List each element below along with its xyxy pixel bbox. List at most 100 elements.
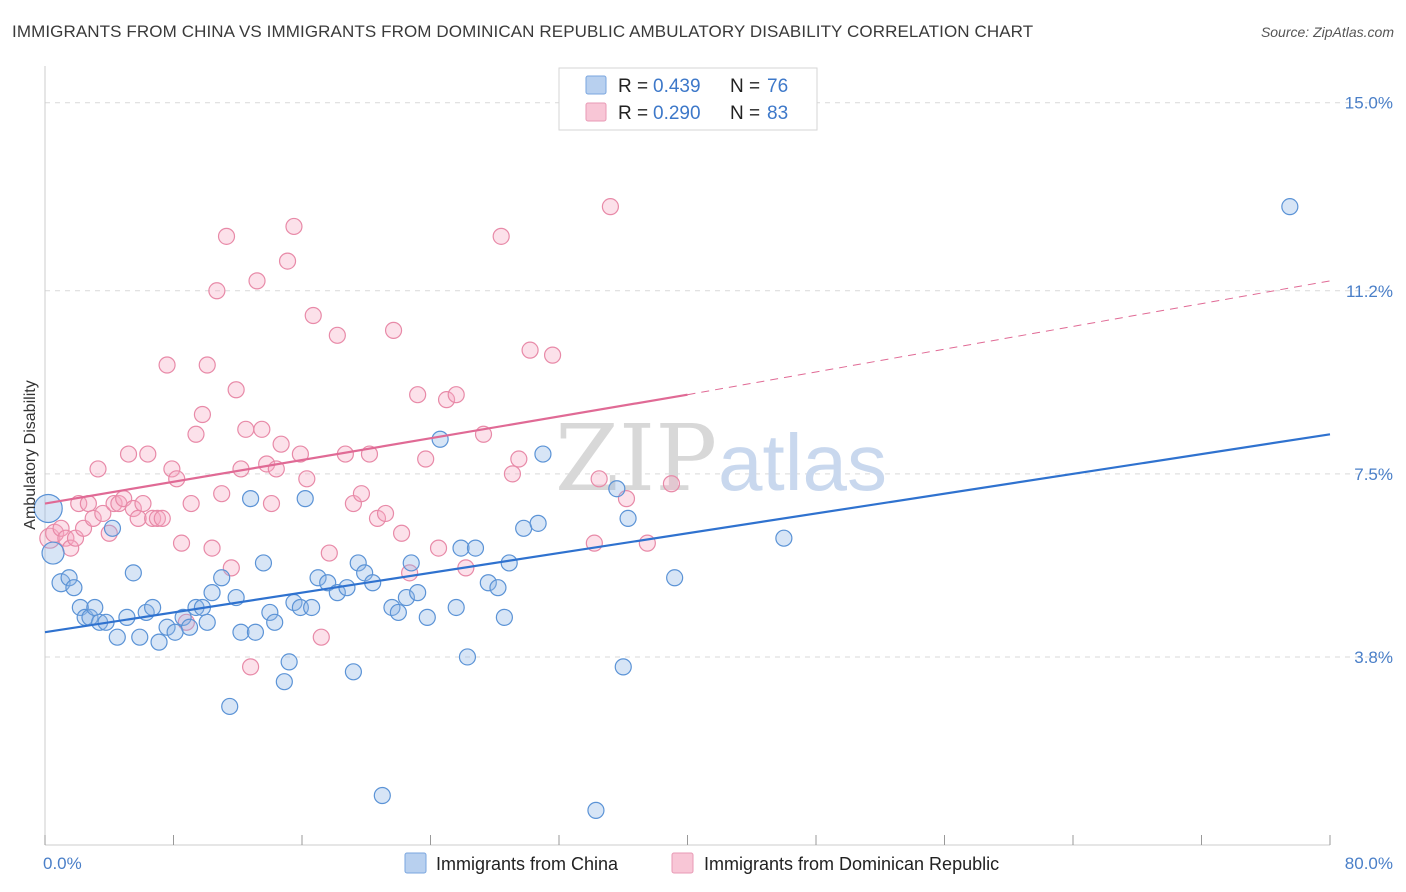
dominican-point [129,509,147,528]
dominican-point [187,425,205,443]
china-point [466,539,485,557]
china-point [409,584,427,602]
china-point [213,569,231,587]
china-point [41,541,65,565]
legend: R = 0.439 N = 76 R = 0.290 N = 83 [558,67,818,131]
dominican-point [57,529,75,547]
trend-lines [44,280,1331,634]
bottom-legend: Immigrants from China Immigrants from Do… [404,852,999,874]
china-point [666,569,684,587]
y-tick-labels: 3.8% 7.5% 11.2% 15.0% [1345,94,1393,667]
china-point [150,633,168,651]
china-point [389,603,407,622]
y-tick-label-2: 11.2% [1346,282,1393,301]
chart-title: IMMIGRANTS FROM CHINA VS IMMIGRANTS FROM… [12,22,1034,41]
china-point [614,658,632,676]
dominican-point [521,341,539,359]
dominican-point [417,450,435,468]
x-tick-label-min: 0.0% [43,854,82,873]
series-dominican-points [39,198,681,676]
china-point [534,445,552,463]
china-point [619,509,637,528]
dominican-point [272,435,290,453]
legend-n-label-dominican: N = [730,103,760,124]
dominican-point [94,504,112,523]
dominican-point [203,539,221,557]
y-tick-label-3: 15.0% [1345,94,1393,113]
china-point [500,554,518,572]
china-point [458,648,477,666]
china-point [103,519,122,537]
china-point [108,628,126,646]
dominican-point [543,346,562,364]
china-point [303,598,321,617]
dominican-point [447,386,465,404]
y-tick-label-1: 7.5% [1354,465,1393,484]
dominican-point [84,509,102,528]
dominican-point [198,356,216,374]
dominican-point [217,227,236,245]
china-point [86,598,104,617]
dominican-point [105,494,123,513]
china-point [166,623,184,641]
china-point [373,786,391,805]
dominican-point [153,509,171,528]
dominican-point [89,460,107,478]
dominican-point [248,272,266,290]
dominican-point [177,613,195,631]
dominican-point [158,356,176,374]
dominican-point [213,485,231,503]
dominican-point [52,519,70,537]
china-point [775,529,793,547]
dominican-point [163,460,181,478]
dominican-point [328,326,346,344]
dominican-point [100,524,118,542]
legend-swatch-china [585,75,607,95]
china-point [198,613,216,631]
legend-r-value-dominican: 0.290 [653,103,701,124]
china-point [1281,198,1299,216]
china-point [587,801,605,819]
china-point [515,519,533,537]
china-point [266,613,284,631]
china-point [246,623,265,641]
china-point [479,574,497,592]
china-point [489,579,507,597]
china-point [221,697,239,716]
dominican-point [298,470,316,488]
dominican-point [376,504,395,523]
china-point [349,554,367,572]
china-point [608,480,626,498]
china-point [60,569,78,587]
legend-n-value-china: 76 [767,76,788,97]
china-point [124,564,142,582]
dominican-point [124,499,142,518]
dominican-point [148,509,167,528]
dominican-point [237,420,255,438]
china-point [296,490,314,508]
axes [44,66,1331,846]
watermark-zip: ZIP [555,405,717,512]
dominican-point [144,509,162,528]
legend-r-label-dominican: R = [618,103,648,124]
dominican-point [278,252,297,270]
china-point [232,623,250,641]
dominican-point [193,405,212,424]
dominican-point [242,658,260,676]
bottom-legend-swatch-china [404,852,427,874]
legend-swatch-dominican [585,102,607,122]
x-tick-label-max: 80.0% [1345,854,1393,873]
china-point [402,554,420,572]
trend-line-dominican-extension [687,280,1331,396]
legend-n-value-dominican: 83 [767,103,788,124]
dominican-point [510,450,528,468]
china-point [180,618,199,636]
dominican-point [352,485,371,503]
source-credit: Source: ZipAtlas.com [1260,24,1394,40]
dominican-point [304,306,322,325]
trend-line-china [44,433,1331,634]
legend-r-label-china: R = [618,76,648,97]
dominican-point [134,494,152,513]
dominican-point [392,524,411,542]
